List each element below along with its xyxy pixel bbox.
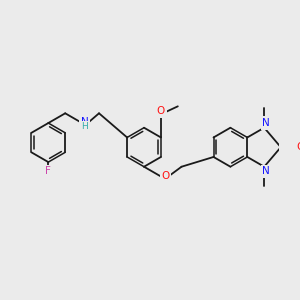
Text: N: N xyxy=(81,117,89,127)
Text: O: O xyxy=(296,142,300,152)
Text: O: O xyxy=(161,172,170,182)
Text: F: F xyxy=(45,167,51,176)
Text: O: O xyxy=(157,106,165,116)
Text: H: H xyxy=(82,122,88,131)
Text: N: N xyxy=(262,167,270,176)
Text: N: N xyxy=(262,118,270,128)
